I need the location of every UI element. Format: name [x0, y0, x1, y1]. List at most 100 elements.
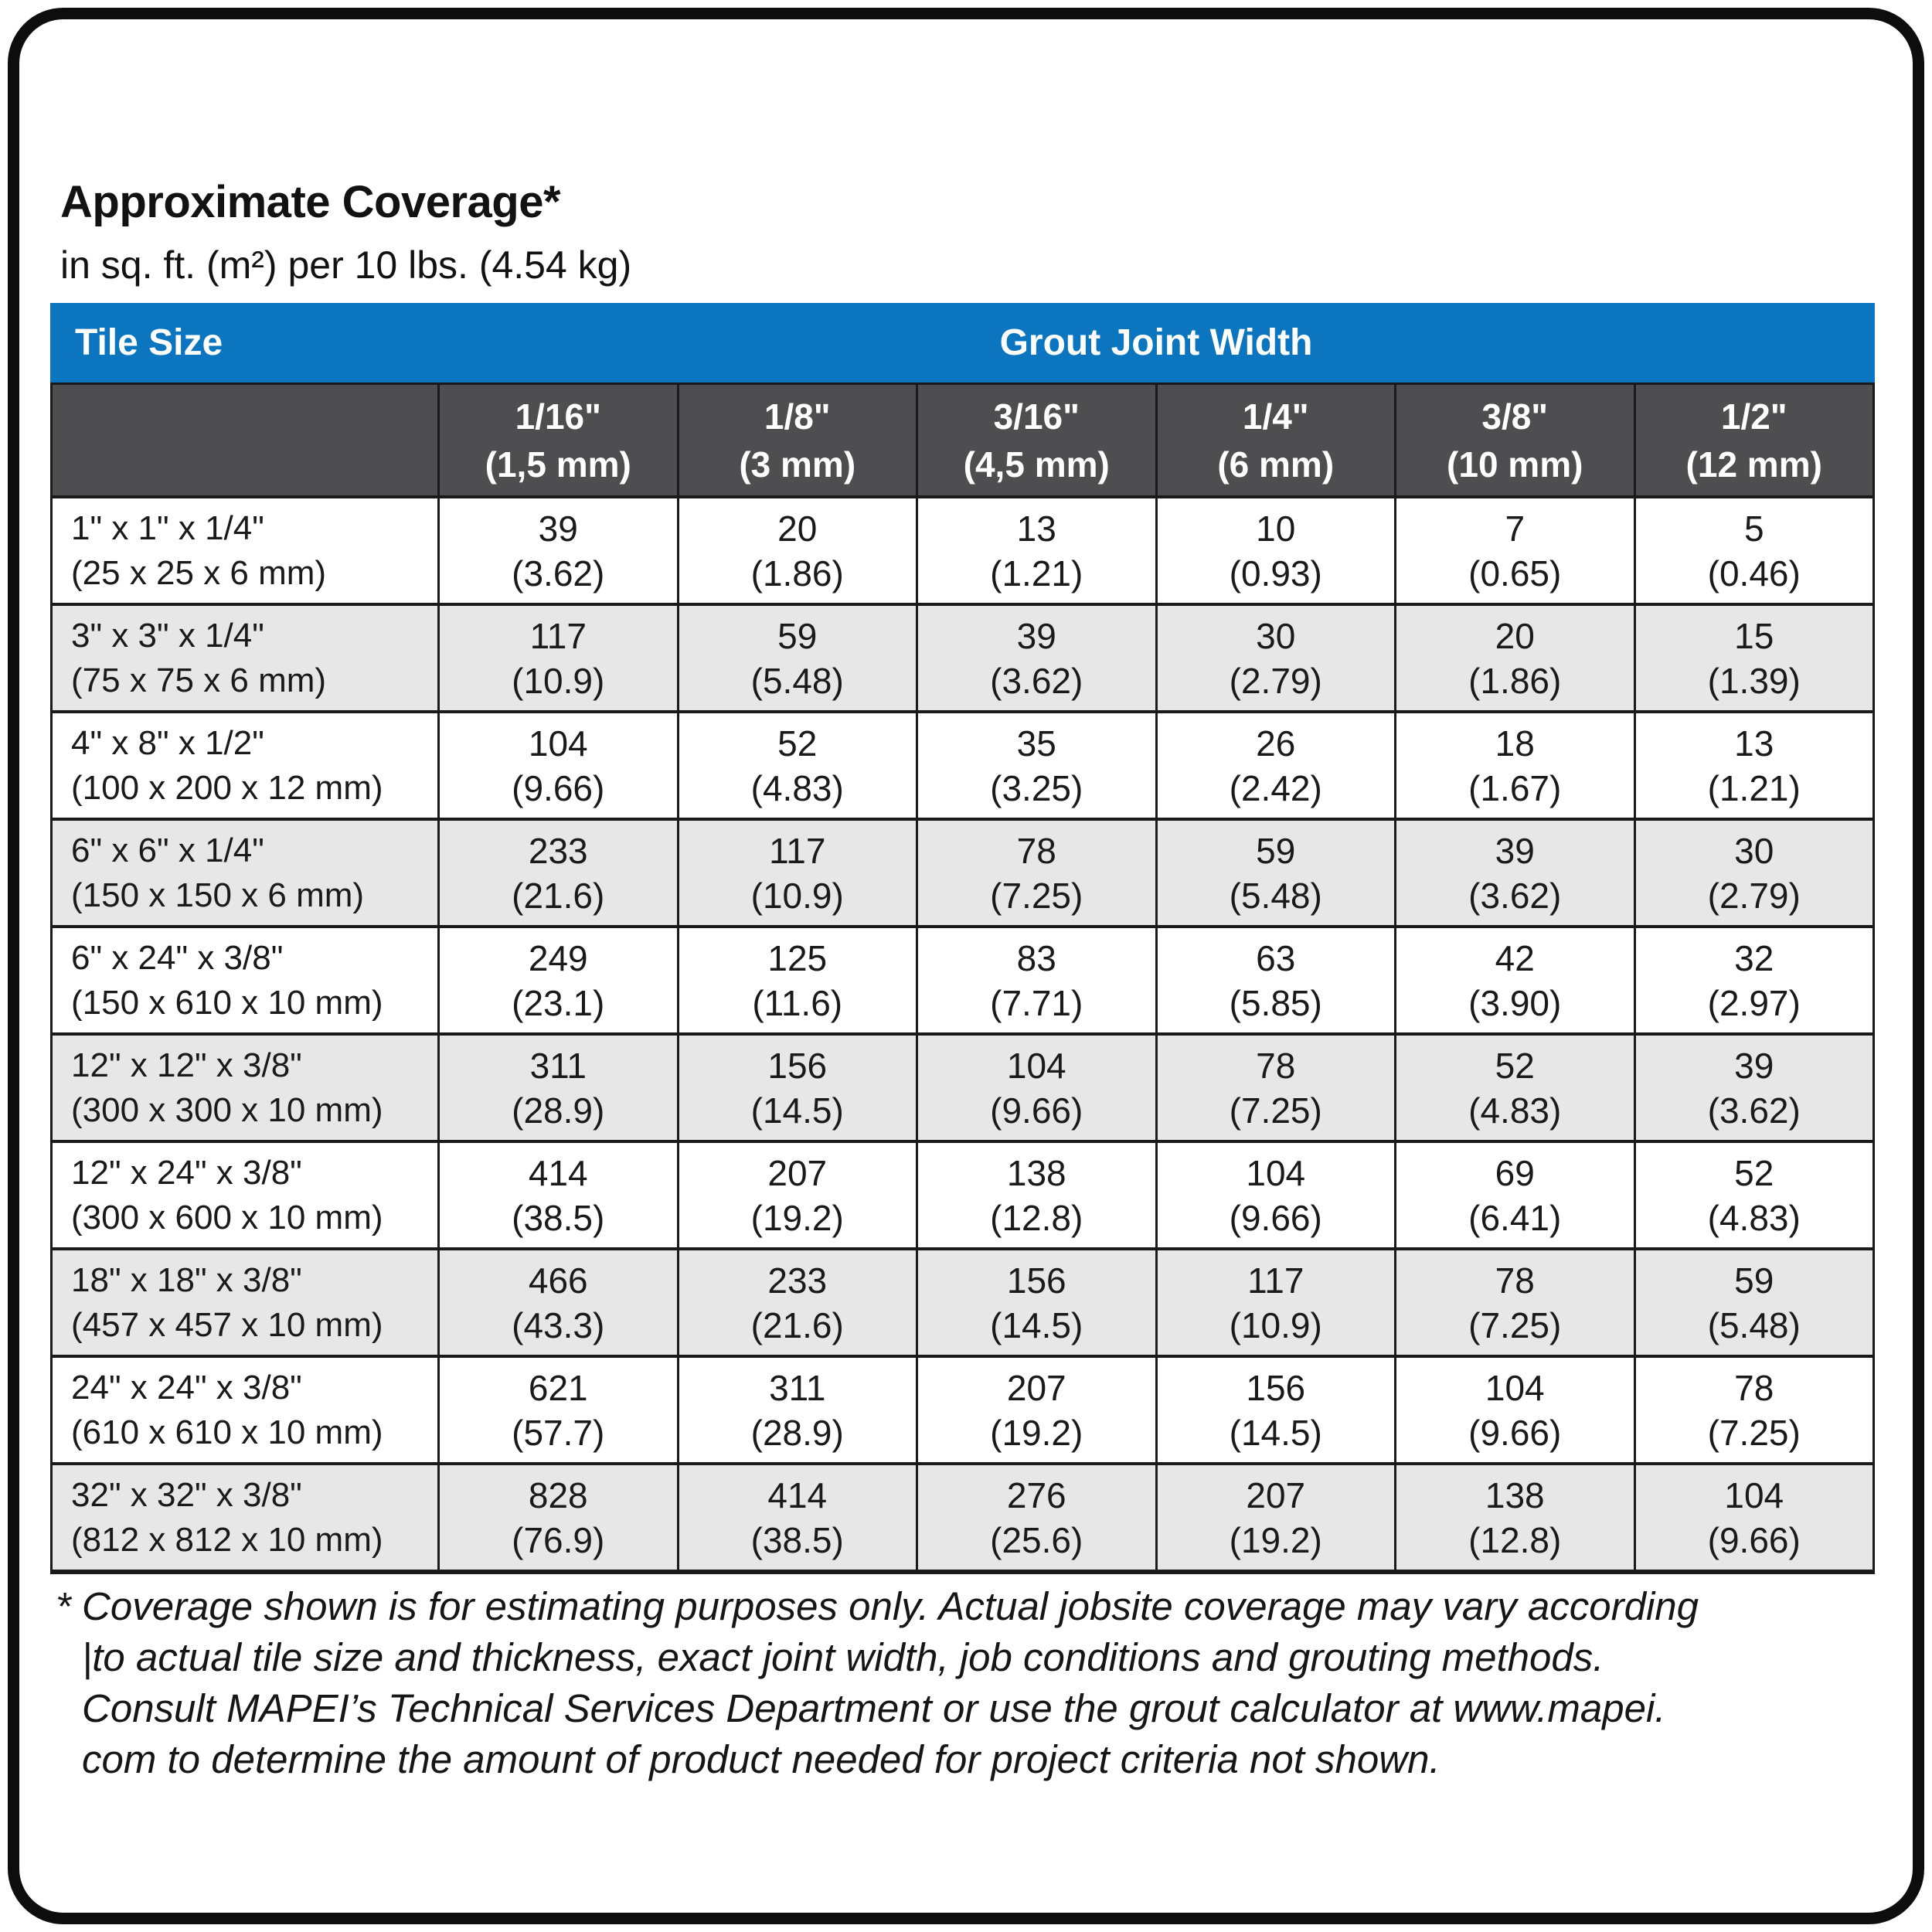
coverage-cell: 311 (28.9) [437, 1036, 677, 1140]
coverage-metric: (7.25) [1229, 1090, 1322, 1131]
coverage-cell: 156 (14.5) [1155, 1358, 1395, 1462]
coverage-metric: (21.6) [512, 875, 605, 916]
coverage-metric: (57.7) [512, 1412, 605, 1453]
coverage-cell: 104 (9.66) [1155, 1143, 1395, 1247]
coverage-value: 78 [1016, 830, 1056, 871]
coverage-cell: 207 (19.2) [676, 1143, 917, 1247]
joint-width-imperial: 3/16" [993, 396, 1080, 437]
coverage-value: 42 [1495, 937, 1535, 978]
coverage-cell: 18 (1.67) [1394, 713, 1634, 818]
coverage-cell: 104 (9.66) [1394, 1358, 1634, 1462]
coverage-value: 138 [1485, 1475, 1545, 1515]
coverage-cell: 42 (3.90) [1394, 928, 1634, 1032]
coverage-value: 59 [1256, 830, 1296, 871]
tile-size-metric: (300 x 300 x 10 mm) [71, 1090, 383, 1129]
coverage-value: 78 [1256, 1045, 1296, 1086]
table-body-wrap: 1/16" (1,5 mm) 1/8" (3 mm) 3/16" (4,5 mm… [50, 383, 1875, 1574]
coverage-metric: (5.48) [750, 660, 844, 701]
tile-size-cell: 4" x 8" x 1/2" (100 x 200 x 12 mm) [53, 713, 437, 818]
coverage-value: 18 [1495, 723, 1535, 764]
footnote-line: Consult MAPEI’s Technical Services Depar… [82, 1686, 1666, 1730]
coverage-metric: (2.79) [1707, 875, 1801, 916]
page-title: Approximate Coverage* [60, 177, 561, 227]
coverage-metric: (14.5) [750, 1090, 844, 1131]
coverage-value: 414 [528, 1152, 588, 1193]
coverage-value: 233 [767, 1260, 828, 1301]
tile-size-cell: 12" x 24" x 3/8" (300 x 600 x 10 mm) [53, 1143, 437, 1247]
coverage-value: 249 [528, 937, 588, 978]
table-row: 18" x 18" x 3/8" (457 x 457 x 10 mm) 466 (4… [53, 1247, 1872, 1355]
joint-width-metric: (12 mm) [1685, 444, 1822, 485]
coverage-metric: (2.42) [1229, 767, 1322, 808]
coverage-cell: 13 (1.21) [1633, 713, 1873, 818]
coverage-value: 5 [1743, 508, 1764, 549]
coverage-metric: (1.67) [1468, 767, 1562, 808]
coverage-metric: (19.2) [750, 1197, 844, 1238]
coverage-value: 156 [1246, 1367, 1306, 1408]
coverage-value: 30 [1256, 615, 1296, 656]
coverage-metric: (11.6) [752, 982, 843, 1023]
joint-width-imperial: 1/8" [764, 396, 831, 437]
joint-width-imperial: 1/2" [1720, 396, 1787, 437]
tile-size-metric: (25 x 25 x 6 mm) [71, 553, 327, 592]
coverage-value: 13 [1734, 723, 1774, 764]
coverage-value: 233 [528, 830, 588, 871]
coverage-value: 104 [1246, 1152, 1306, 1193]
coverage-metric: (2.79) [1229, 660, 1322, 701]
coverage-metric: (38.5) [512, 1197, 605, 1238]
coverage-cell: 78 (7.25) [1633, 1358, 1873, 1462]
coverage-value: 63 [1256, 937, 1296, 978]
coverage-cell: 104 (9.66) [1633, 1465, 1873, 1570]
coverage-metric: (9.66) [990, 1090, 1083, 1131]
joint-width-imperial: 1/16" [515, 396, 601, 437]
coverage-value: 156 [767, 1045, 828, 1086]
coverage-value: 207 [1246, 1475, 1306, 1515]
coverage-cell: 59 (5.48) [1633, 1250, 1873, 1355]
coverage-metric: (9.66) [1229, 1197, 1322, 1238]
coverage-value: 83 [1016, 937, 1056, 978]
tile-size-cell: 6" x 24" x 3/8" (150 x 610 x 10 mm) [53, 928, 437, 1032]
table-row: 24" x 24" x 3/8" (610 x 610 x 10 mm) 621 (5… [53, 1355, 1872, 1462]
tile-size-imperial: 24" x 24" x 3/8" [71, 1368, 302, 1406]
coverage-metric: (2.97) [1707, 982, 1801, 1023]
coverage-cell: 32 (2.97) [1633, 928, 1873, 1032]
coverage-cell: 621 (57.7) [437, 1358, 677, 1462]
coverage-cell: 30 (2.79) [1155, 606, 1395, 710]
grout-joint-width-header-label: Grout Joint Width [999, 322, 1313, 363]
coverage-cell: 117 (10.9) [676, 821, 917, 925]
coverage-value: 59 [777, 615, 818, 656]
coverage-metric: (1.21) [990, 553, 1083, 594]
column-header-cell: 3/16" (4,5 mm) [916, 385, 1155, 495]
tile-size-imperial: 6" x 24" x 3/8" [71, 938, 284, 977]
coverage-cell: 7 (0.65) [1394, 498, 1634, 603]
table-body: 1" x 1" x 1/4" (25 x 25 x 6 mm) 39 (3.62) 20… [53, 495, 1872, 1570]
coverage-value: 30 [1734, 830, 1774, 871]
coverage-value: 78 [1495, 1260, 1535, 1301]
coverage-cell: 233 (21.6) [676, 1250, 917, 1355]
coverage-metric: (3.25) [990, 767, 1083, 808]
tile-size-imperial: 6" x 6" x 1/4" [71, 831, 264, 869]
coverage-value: 138 [1006, 1152, 1066, 1193]
coverage-cell: 138 (12.8) [1394, 1465, 1634, 1570]
coverage-value: 117 [769, 830, 826, 871]
coverage-value: 13 [1016, 508, 1056, 549]
tile-size-imperial: 18" x 18" x 3/8" [71, 1260, 302, 1299]
coverage-metric: (10.9) [1229, 1304, 1322, 1345]
coverage-value: 311 [529, 1045, 587, 1086]
coverage-value: 117 [1247, 1260, 1304, 1301]
coverage-cell: 233 (21.6) [437, 821, 677, 925]
column-header-cell: 1/2" (12 mm) [1633, 385, 1873, 495]
coverage-metric: (10.9) [750, 875, 844, 916]
tile-size-imperial: 4" x 8" x 1/2" [71, 723, 264, 762]
column-header-empty-cell [53, 385, 437, 495]
coverage-metric: (1.21) [1707, 767, 1801, 808]
coverage-cell: 10 (0.93) [1155, 498, 1395, 603]
joint-width-metric: (10 mm) [1447, 444, 1583, 485]
coverage-cell: 30 (2.79) [1633, 821, 1873, 925]
joint-width-imperial: 1/4" [1242, 396, 1309, 437]
coverage-cell: 39 (3.62) [1394, 821, 1634, 925]
table-row: 3" x 3" x 1/4" (75 x 75 x 6 mm) 117 (10.9) 5… [53, 603, 1872, 710]
coverage-metric: (9.66) [1707, 1519, 1801, 1560]
coverage-cell: 78 (7.25) [916, 821, 1155, 925]
coverage-value: 10 [1256, 508, 1296, 549]
